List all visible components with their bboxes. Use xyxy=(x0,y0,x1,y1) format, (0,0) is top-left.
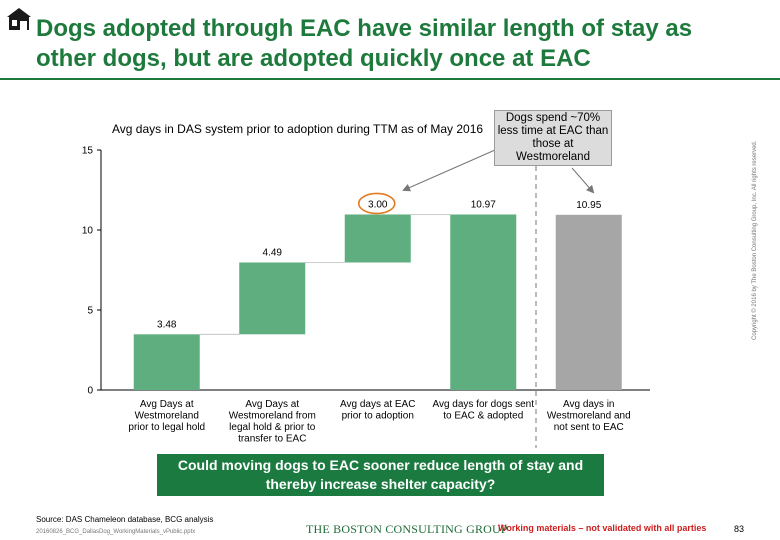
question-banner: Could moving dogs to EAC sooner reduce l… xyxy=(157,454,604,496)
bar xyxy=(450,214,517,390)
source-note: Source: DAS Chameleon database, BCG anal… xyxy=(36,515,214,524)
slide-title: Dogs adopted through EAC have similar le… xyxy=(36,15,693,72)
highlight-circle xyxy=(357,192,396,215)
data-label: 3.48 xyxy=(157,319,177,330)
brand-wordmark: THE BOSTON CONSULTING GROUP xyxy=(306,522,508,536)
chart-heading: Avg days in DAS system prior to adoption… xyxy=(112,122,484,136)
title-divider xyxy=(0,78,780,80)
data-label: 10.95 xyxy=(576,200,601,211)
file-name: 20160826_BCG_DallasDog_WorkingMaterials_… xyxy=(36,529,196,535)
category-label: Avg Days at Westmoreland prior to legal ho… xyxy=(128,399,205,433)
callout-arrow-right xyxy=(571,167,595,194)
callout-box: Dogs spend ~70% less time at EAC than th… xyxy=(494,110,612,166)
y-tick-label: 10 xyxy=(82,226,94,237)
bar xyxy=(555,214,622,390)
bar xyxy=(133,334,200,390)
bar xyxy=(344,214,411,263)
callout-arrow-left xyxy=(402,149,496,192)
copyright-note: Copyright © 2016 by The Boston Consultin… xyxy=(752,140,758,340)
y-tick-label: 5 xyxy=(87,306,93,317)
data-label: 3.00 xyxy=(368,199,388,210)
page-number: 83 xyxy=(734,524,745,534)
y-tick-label: 0 xyxy=(87,386,93,397)
category-label: Avg days in Westmoreland and not sent to E… xyxy=(547,399,631,433)
category-label: Avg Days at Westmoreland from legal hold &… xyxy=(229,399,316,445)
data-label: 10.97 xyxy=(471,199,496,210)
data-label: 4.49 xyxy=(263,247,283,258)
category-label: Avg days at EAC prior to adoption xyxy=(340,399,415,422)
working-materials-note: Working materials – not validated with a… xyxy=(498,523,707,533)
bar xyxy=(239,262,306,335)
bcg-logo-icon xyxy=(7,8,31,30)
y-tick-label: 15 xyxy=(82,146,94,157)
category-label: Avg days for dogs sent to EAC & adopted xyxy=(432,399,534,422)
